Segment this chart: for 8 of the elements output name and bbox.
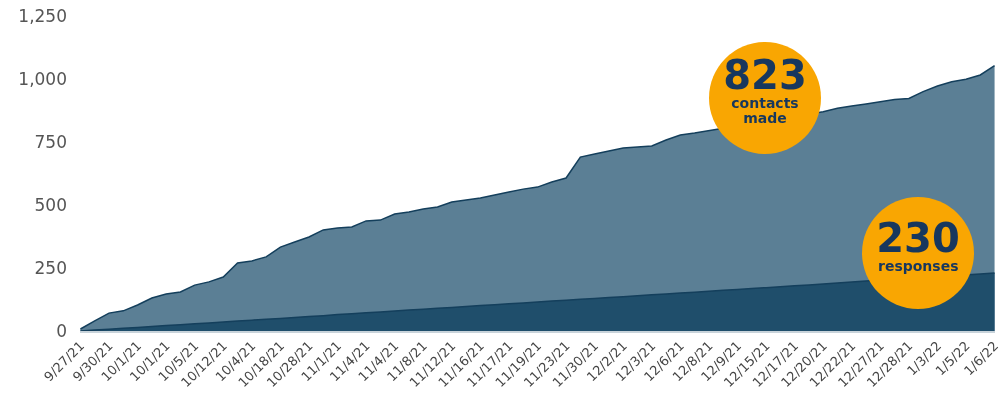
- y-tick-label: 250: [34, 257, 67, 278]
- annotation: 823: [723, 52, 807, 98]
- y-tick-label: 750: [34, 131, 67, 152]
- y-tick-label: 500: [34, 194, 67, 215]
- y-tick-label: 1,250: [18, 5, 67, 26]
- y-tick-label: 1,000: [18, 68, 67, 89]
- y-tick-label: 0: [56, 320, 67, 341]
- annotation: contacts made: [730, 95, 800, 126]
